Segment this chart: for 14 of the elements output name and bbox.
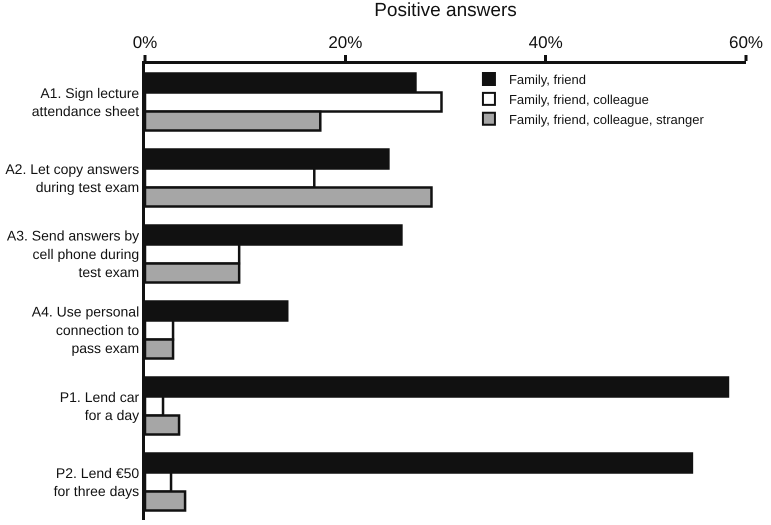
- x-tick-label: 0%: [132, 33, 158, 52]
- y-tick-label: A2. Let copy answers during test exam: [5, 160, 140, 195]
- x-tick-label: 20%: [328, 33, 362, 52]
- x-tick-label: 40%: [528, 33, 563, 52]
- y-tick-label: P2. Lend €50 for three days: [54, 464, 140, 499]
- legend-label: Family, friend: [508, 72, 586, 88]
- x-axis-title: Positive answers: [374, 0, 517, 21]
- y-tick-label: A1. Sign lecture attendance sheet: [32, 84, 140, 119]
- y-tick-label: A4. Use personal connection to pass exam: [32, 304, 140, 356]
- y-tick-label: A3. Send answers by cell phone during test exam: [6, 228, 140, 280]
- legend-label: Family, friend, colleague, stranger: [508, 112, 704, 127]
- y-tick-label: P1. Lend car for a day: [60, 388, 140, 423]
- legend-label: Family, friend, colleague: [508, 92, 649, 107]
- x-tick-label: 60%: [728, 33, 764, 52]
